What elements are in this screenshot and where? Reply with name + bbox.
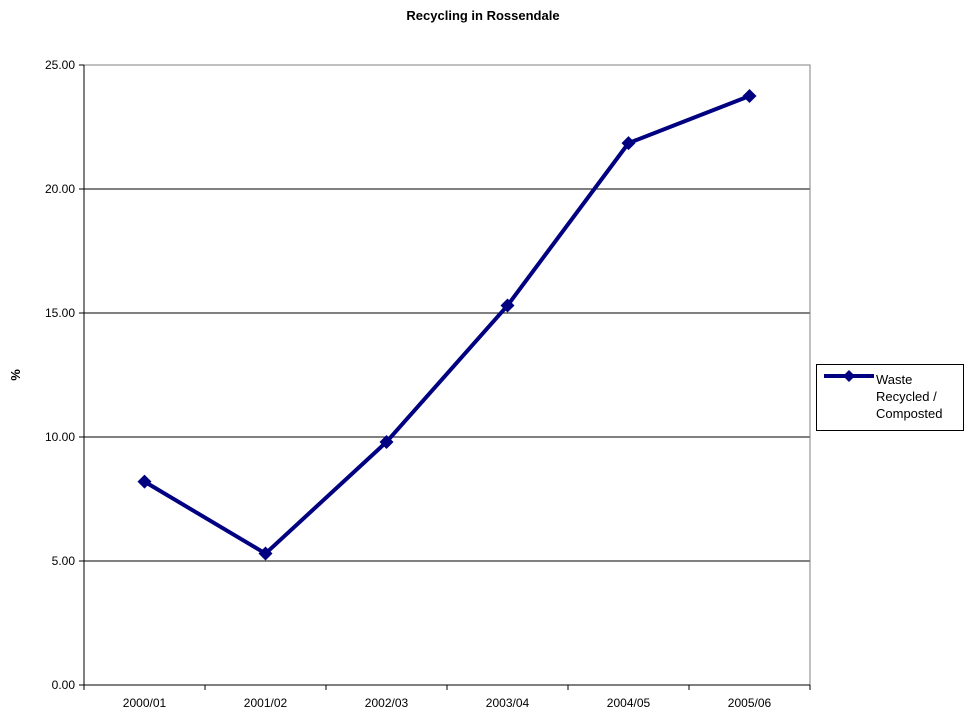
- legend-swatch: [824, 370, 874, 382]
- data-point-marker: 2003/04: 15.3: [500, 298, 515, 313]
- data-point-marker: 2002/03: 9.8: [379, 434, 394, 449]
- data-point-marker: 2005/06: 23.75: [742, 89, 757, 103]
- series-layer: 2000/01: 8.2 2001/02: 5.3 2002/03: 9.8 2003…: [137, 89, 757, 561]
- grid-layer: [84, 64, 810, 562]
- y-tick-label: 25.00: [45, 58, 75, 72]
- chart-title: Recycling in Rossendale: [406, 8, 560, 23]
- series-line: [143, 94, 751, 556]
- x-tick-label: 2000/01: [123, 696, 167, 710]
- x-tick-label: 2001/02: [244, 696, 288, 710]
- x-tick-label: 2005/06: [728, 696, 772, 710]
- data-point-marker: 2001/02: 5.3: [258, 546, 273, 561]
- x-tick-label: 2003/04: [486, 696, 530, 710]
- x-tick-label: 2002/03: [365, 696, 409, 710]
- data-point-marker: 2004/05: 21.85: [621, 136, 636, 151]
- y-tick-label: 20.00: [45, 182, 75, 196]
- axis-layer: 0.00 5.00 10.00 15.00 20.00 25.00 2000/01 2001/…: [45, 58, 811, 710]
- y-axis-label: %: [8, 369, 23, 381]
- y-tick-label: 0.00: [52, 678, 76, 692]
- y-tick-label: 15.00: [45, 306, 75, 320]
- data-point-marker: 2000/01: 8.2: [137, 474, 152, 489]
- x-tick-label: 2004/05: [607, 696, 651, 710]
- y-tick-label: 10.00: [45, 430, 75, 444]
- y-tick-label: 5.00: [52, 554, 76, 568]
- legend-label-series: Waste Recycled / Composted: [876, 372, 943, 421]
- legend-marker: [843, 370, 855, 382]
- legend: Waste Recycled / Composted: [816, 364, 964, 431]
